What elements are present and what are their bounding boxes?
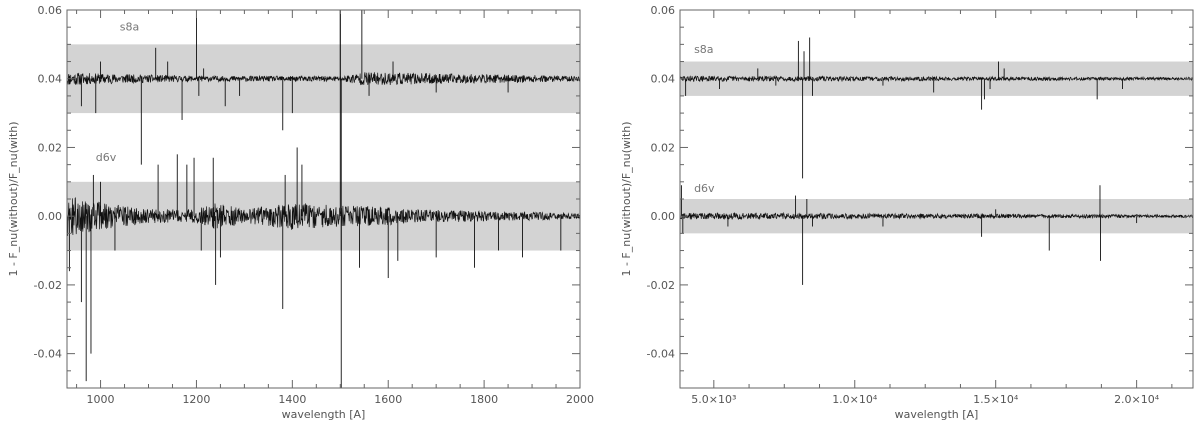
y-tick-label: -0.02 <box>34 279 62 292</box>
x-tick-label: 1000 <box>87 393 115 406</box>
series-label-d6v: d6v <box>96 151 117 164</box>
chart-left: s8a d6v -0.04 -0.02 0.00 0.02 0.04 0.06 1000 1200… <box>7 4 594 421</box>
y-tick-label: -0.02 <box>647 279 675 292</box>
series-label-d6v: d6v <box>694 182 715 195</box>
series-line-d6v <box>67 197 580 236</box>
series-label-s8a: s8a <box>694 43 713 56</box>
y-tick-label: -0.04 <box>34 348 62 361</box>
y-tick-label: 0.02 <box>651 141 676 154</box>
y-tick-label: 0.04 <box>38 73 63 86</box>
y-tick-label: 0.06 <box>38 4 63 17</box>
x-axis-label: wavelength [A] <box>895 408 979 421</box>
y-axis-label: 1 - F_nu(without)/F_nu(with) <box>7 121 20 276</box>
x-tick-label: 1400 <box>278 393 306 406</box>
x-axis-label: wavelength [A] <box>282 408 366 421</box>
y-tick-label: 0.04 <box>651 73 676 86</box>
x-tick-label: 2.0×10⁴ <box>1114 393 1160 406</box>
x-tick-label: 1800 <box>470 393 498 406</box>
x-tick-label: 1600 <box>374 393 402 406</box>
x-tick-label: 1.5×10⁴ <box>973 393 1019 406</box>
series-line-s8a <box>67 72 580 86</box>
chart-right: s8a d6v -0.04 -0.02 0.00 0.02 0.04 0.06 5.0×10³ 1… <box>620 4 1194 421</box>
y-tick-label: 0.00 <box>38 210 63 223</box>
y-tick-label: -0.04 <box>647 348 675 361</box>
y-tick-label: 0.06 <box>651 4 676 17</box>
x-tick-label: 1.0×10⁴ <box>832 393 878 406</box>
y-axis-label: 1 - F_nu(without)/F_nu(with) <box>620 121 633 276</box>
y-tick-label: 0.02 <box>38 141 63 154</box>
x-tick-label: 5.0×10³ <box>691 393 736 406</box>
series-line-s8a <box>680 75 1193 83</box>
y-tick-label: 0.00 <box>651 210 676 223</box>
x-tick-label: 1200 <box>182 393 210 406</box>
x-tick-label: 2000 <box>566 393 594 406</box>
series-label-s8a: s8a <box>120 21 139 34</box>
series-line-d6v <box>680 211 1193 221</box>
